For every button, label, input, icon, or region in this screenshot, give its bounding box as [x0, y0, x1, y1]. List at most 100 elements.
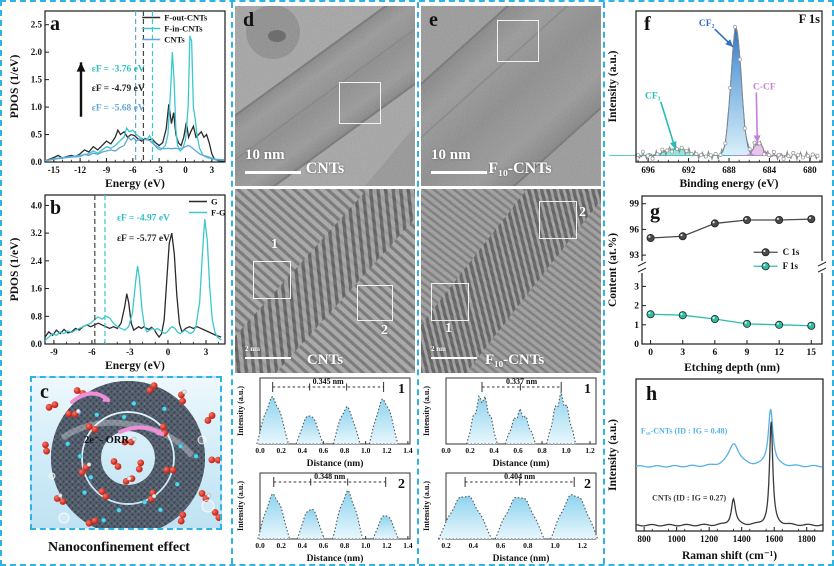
svg-text:0.8: 0.8 [523, 541, 533, 550]
svg-text:0.6: 0.6 [513, 446, 523, 455]
svg-text:0.2: 0.2 [465, 446, 475, 455]
svg-text:G: G [211, 196, 218, 206]
panel-e-hrtem: 2 1 2 nm F₁₀-CNTs [376, 129, 625, 422]
svg-text:Distance (nm): Distance (nm) [307, 458, 364, 468]
hrtem-e-region2-label: 2 [579, 205, 586, 220]
panel-e-profile-2: 0.2 0.4 0.6 0.8 1.0 1.2 Distance (nm) Intensity… [421, 469, 601, 564]
svg-text:Distance (nm): Distance (nm) [493, 458, 550, 468]
panel-d-letter: d [243, 9, 255, 31]
panel-e-letter: e [429, 9, 438, 31]
svg-text:0.6: 0.6 [319, 541, 329, 550]
svg-text:1600: 1600 [765, 534, 784, 544]
svg-text:1400: 1400 [733, 534, 752, 544]
svg-text:0.4: 0.4 [489, 446, 499, 455]
panel-e-tem: e 10 nm F₁₀-CNTs [337, 2, 700, 262]
svg-text:Intensity (a.u.): Intensity (a.u.) [607, 419, 619, 491]
panel-c: c 2e⁻- ORR Nanoconfinement effect [8, 374, 230, 562]
svg-text:1800: 1800 [798, 534, 817, 544]
xps-f1s-chart: 696 692 688 684 680 Binding energy (eV) Intens… [606, 6, 830, 190]
svg-text:99: 99 [630, 200, 640, 210]
hrtem-e-region1-label: 1 [445, 321, 452, 336]
svg-text:688: 688 [722, 165, 736, 175]
svg-text:CF₂: CF₂ [699, 19, 715, 29]
svg-text:Energy (eV): Energy (eV) [105, 178, 165, 190]
svg-text:εF = -5.68 eV: εF = -5.68 eV [92, 104, 145, 114]
panel-c-letter: c [40, 381, 49, 403]
svg-text:εF = -3.76 eV: εF = -3.76 eV [92, 64, 145, 74]
svg-text:2: 2 [584, 477, 591, 492]
svg-text:3: 3 [634, 282, 639, 292]
svg-text:3: 3 [210, 165, 215, 175]
svg-text:Intensity (a.u.): Intensity (a.u.) [236, 481, 245, 531]
svg-text:1.6: 1.6 [31, 284, 43, 294]
svg-text:0.345 nm: 0.345 nm [313, 377, 344, 386]
hrtem-e-region2-box [539, 201, 577, 239]
svg-text:0: 0 [166, 347, 171, 357]
tem-e-scalebar-label: 10 nm [431, 147, 471, 163]
svg-text:Content (at.%): Content (at.%) [607, 233, 619, 307]
svg-text:-9: -9 [103, 165, 111, 175]
svg-text:Etching depth (nm): Etching depth (nm) [684, 362, 780, 374]
svg-text:1.4: 1.4 [403, 446, 413, 455]
svg-text:1: 1 [634, 321, 639, 331]
panel-e-profile-1: 0.0 0.2 0.4 0.6 0.8 1.0 1.2 Distance (nm) Intens… [421, 374, 601, 469]
svg-text:15: 15 [807, 348, 817, 358]
panel-c-caption: Nanoconfinement effect [48, 540, 190, 555]
panel-f: 696 692 688 684 680 Binding energy (eV) Intens… [606, 6, 830, 190]
svg-text:0.0: 0.0 [255, 541, 265, 550]
pdos-a-chart: -15 -12 -9 -6 -3 0 3 0.0 0.5 1.0 1.5 2.0 2.5 Energy (… [8, 6, 230, 190]
svg-text:692: 692 [682, 165, 696, 175]
tem-d-scalebar [245, 170, 301, 174]
raman-chart: 800 1000 1200 1400 1600 1800 Raman shift (cm⁻¹… [606, 374, 830, 562]
svg-text:PDOS (1/eV): PDOS (1/eV) [9, 238, 21, 302]
svg-text:Binding energy (eV): Binding energy (eV) [679, 178, 778, 190]
svg-text:0: 0 [634, 340, 639, 350]
svg-text:2: 2 [398, 477, 405, 492]
svg-text:0.337 nm: 0.337 nm [506, 377, 537, 386]
svg-text:3: 3 [680, 348, 685, 358]
svg-text:C 1s: C 1s [783, 247, 800, 257]
svg-text:1.2: 1.2 [382, 446, 392, 455]
panel-a-letter: a [50, 13, 60, 35]
svg-text:2.5: 2.5 [31, 20, 43, 30]
svg-text:F₁₀-CNTs (ID : IG = 0.48): F₁₀-CNTs (ID : IG = 0.48) [641, 427, 728, 436]
orr-reaction-label: 2e⁻- ORR [84, 435, 129, 446]
panel-h: 800 1000 1200 1400 1600 1800 Raman shift (cm⁻¹… [606, 374, 830, 562]
svg-text:Distance (nm): Distance (nm) [493, 553, 550, 563]
tem-e-sample-label: F₁₀-CNTs [488, 160, 552, 177]
svg-text:-15: -15 [48, 165, 60, 175]
profile-d1-chart: 0.0 0.2 0.4 0.6 0.8 1.0 1.2 1.4 Distance (nm) Int… [235, 374, 415, 469]
svg-text:1.4: 1.4 [403, 541, 413, 550]
svg-text:96: 96 [630, 225, 640, 235]
svg-text:CNTs: CNTs [164, 35, 185, 45]
tem-d-scalebar-label: 10 nm [245, 147, 285, 163]
svg-text:1.2: 1.2 [585, 446, 595, 455]
panel-b-letter: b [50, 197, 62, 219]
svg-text:1200: 1200 [700, 534, 719, 544]
svg-text:0.2: 0.2 [276, 541, 286, 550]
tem-e-scalebar [431, 170, 487, 174]
svg-text:0.4: 0.4 [469, 541, 479, 550]
svg-text:-6: -6 [88, 347, 96, 357]
hrtem-e-region1-box [431, 283, 469, 321]
panel-g-letter: g [650, 201, 660, 223]
hrtem-e-sample-label: F₁₀-CNTs [484, 352, 545, 368]
svg-text:CF₃: CF₃ [645, 92, 661, 102]
svg-text:0.8: 0.8 [340, 446, 350, 455]
panel-f-letter: f [644, 13, 651, 35]
svg-text:0.0: 0.0 [441, 446, 451, 455]
profile-d2-chart: 0.0 0.2 0.4 0.6 0.8 1.0 1.2 1.4 Distance (nm) Int… [235, 469, 415, 564]
svg-text:C-CF: C-CF [753, 83, 776, 93]
content-depth-chart: 0 3 6 9 12 15 93 96 99 0 1 2 3 Etching depth (nm) Cont… [606, 190, 830, 374]
svg-text:1: 1 [398, 382, 405, 397]
hrtem-d-region2-label: 2 [381, 323, 388, 338]
panel-c-illustration-box: c 2e⁻- ORR [30, 376, 223, 535]
svg-text:1.0: 1.0 [31, 102, 43, 112]
panel-b: -9 -6 -3 0 3 0.0 0.8 1.6 2.4 3.2 4.0 Energy (eV) PDO… [8, 190, 230, 372]
svg-text:1: 1 [584, 382, 591, 397]
panel-h-letter: h [646, 383, 658, 405]
svg-text:εF = -5.77 eV: εF = -5.77 eV [117, 234, 170, 244]
svg-text:0.5: 0.5 [31, 130, 43, 140]
svg-text:0.0: 0.0 [31, 339, 43, 349]
svg-text:CNTs (ID : IG = 0.27): CNTs (ID : IG = 0.27) [652, 494, 726, 503]
